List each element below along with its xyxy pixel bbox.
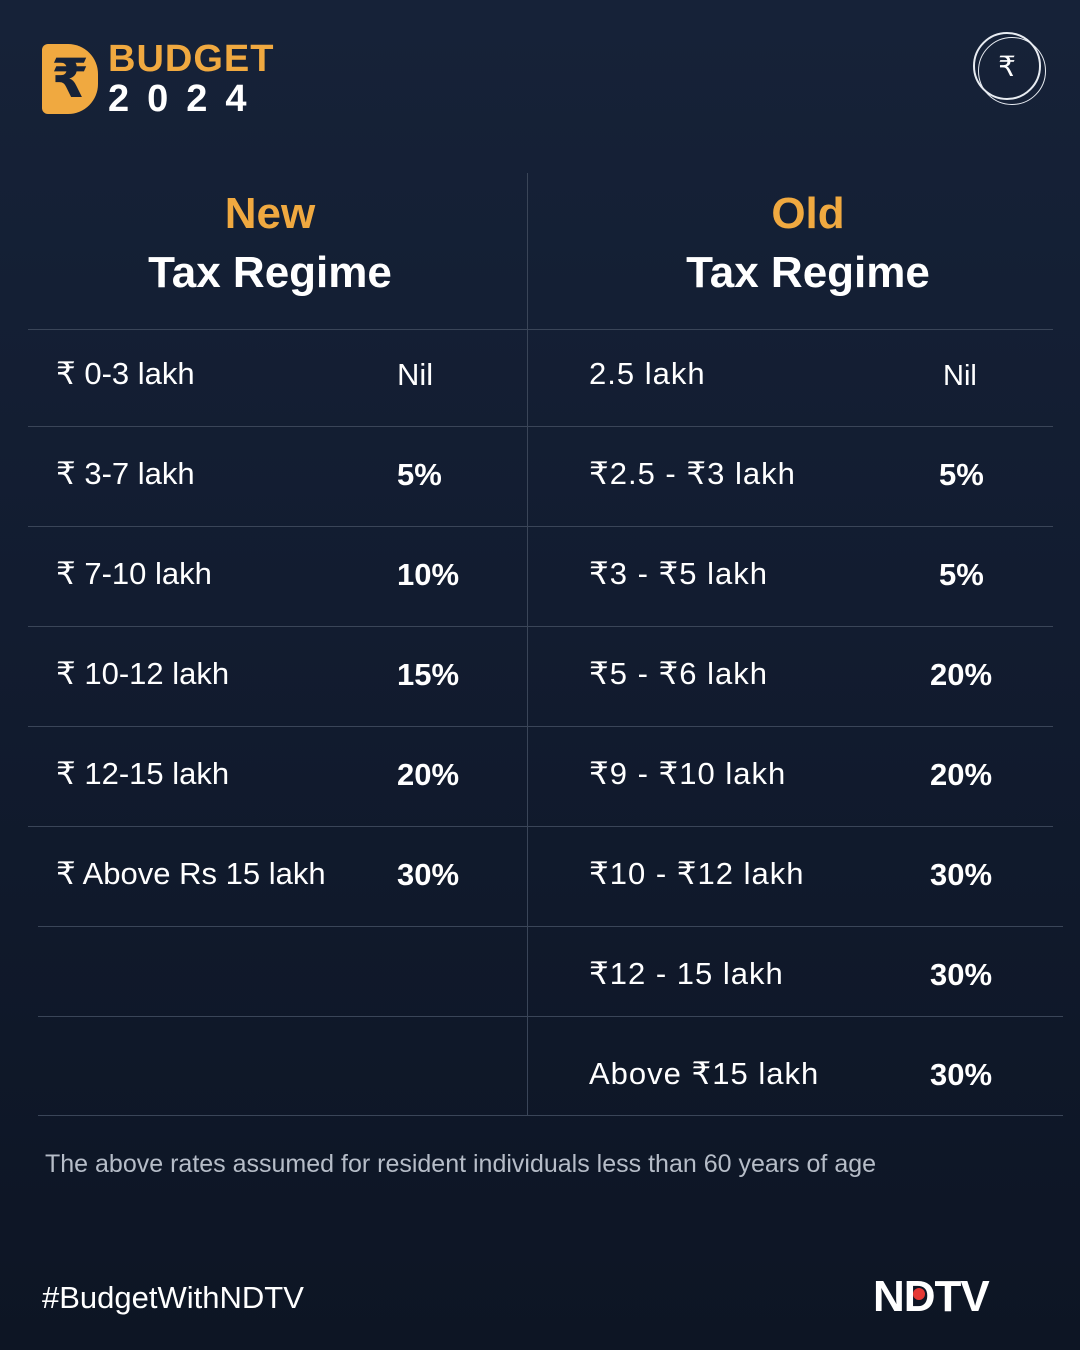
old-slab: ₹12 - 15 lakh	[589, 956, 784, 991]
old-rate: 30%	[930, 857, 993, 892]
old-rate: 5%	[939, 557, 984, 592]
old-rate: 30%	[930, 957, 993, 992]
old-slab: ₹3 - ₹5 lakh	[589, 556, 768, 591]
new-rate: Nil	[397, 357, 434, 392]
ndtv-logo-dot	[913, 1288, 925, 1300]
new-regime-title: Tax Regime	[148, 248, 392, 297]
new-slab: ₹ 10-12 lakh	[56, 656, 230, 691]
new-slab: ₹ 12-15 lakh	[56, 756, 230, 791]
new-regime-kind: New	[224, 189, 316, 238]
new-rate: 5%	[397, 457, 442, 492]
old-rate: 30%	[930, 1057, 993, 1092]
old-slab: ₹9 - ₹10 lakh	[589, 756, 787, 791]
new-rate: 20%	[397, 757, 460, 792]
new-slab: ₹ 3-7 lakh	[56, 456, 195, 491]
old-regime-header: Old Tax Regime	[558, 186, 1058, 304]
new-slab: ₹ 0-3 lakh	[56, 356, 195, 391]
old-regime-kind: Old	[771, 189, 845, 238]
row-divider	[28, 726, 1053, 727]
new-slab: ₹ Above Rs 15 lakh	[56, 856, 326, 891]
old-slab: ₹2.5 - ₹3 lakh	[589, 456, 796, 491]
row-divider	[28, 826, 1053, 827]
row-divider	[28, 329, 1053, 330]
row-divider	[38, 1115, 1063, 1116]
rupee-coin-icon: ₹	[973, 32, 1046, 105]
footnote: The above rates assumed for resident ind…	[45, 1150, 877, 1178]
ndtv-logo: NDTV	[873, 1272, 990, 1321]
old-slab: 2.5 lakh	[589, 356, 706, 391]
old-slab: ₹5 - ₹6 lakh	[589, 656, 768, 691]
logo-year: 2024	[108, 78, 265, 120]
new-rate: 30%	[397, 857, 460, 892]
budget-logo: ₹ BUDGET 2024	[42, 40, 274, 118]
old-regime-title: Tax Regime	[686, 248, 930, 297]
new-slab: ₹ 7-10 lakh	[56, 556, 212, 591]
row-divider	[38, 926, 1063, 927]
hashtag: #BudgetWithNDTV	[42, 1280, 304, 1315]
row-divider	[38, 1016, 1063, 1017]
row-divider	[28, 526, 1053, 527]
column-divider	[527, 173, 528, 1116]
new-regime-header: New Tax Regime	[20, 186, 520, 304]
rupee-logo-icon: ₹	[42, 44, 98, 114]
new-rate: 15%	[397, 657, 460, 692]
old-rate: 20%	[930, 657, 993, 692]
row-divider	[28, 626, 1053, 627]
logo-word: BUDGET	[108, 38, 275, 80]
old-slab: ₹10 - ₹12 lakh	[589, 856, 805, 891]
old-rate: Nil	[943, 360, 977, 392]
old-rate: 20%	[930, 757, 993, 792]
old-rate: 5%	[939, 457, 984, 492]
row-divider	[28, 426, 1053, 427]
old-slab: Above ₹15 lakh	[589, 1056, 820, 1091]
new-rate: 10%	[397, 557, 460, 592]
